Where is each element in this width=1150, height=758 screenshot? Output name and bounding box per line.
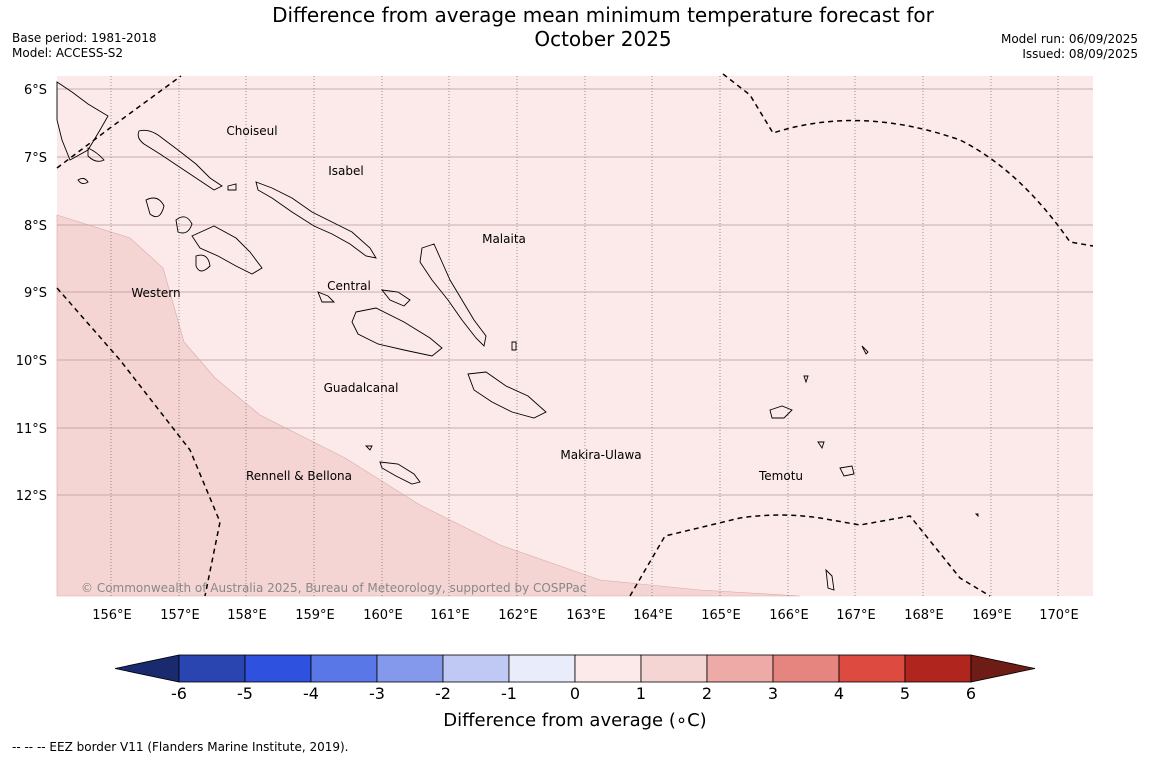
- colorbar-tick-label: 0: [569, 684, 581, 703]
- region-label-central: Central: [327, 279, 371, 293]
- region-label-rennell-bellona: Rennell & Bellona: [246, 469, 352, 483]
- lat-label-12s: 12°S: [16, 489, 47, 504]
- lon-label-163e: 163°E: [566, 608, 606, 623]
- colorbar-tick-label: -4: [303, 684, 319, 703]
- colorbar-segment: [706, 654, 774, 683]
- colorbar-tick-label: 4: [833, 684, 845, 703]
- lat-label-8s: 8°S: [24, 219, 47, 234]
- colorbar-tick-label: -3: [369, 684, 385, 703]
- colorbar-segment: [178, 654, 246, 683]
- region-label-makira-ulawa: Makira-Ulawa: [560, 448, 641, 462]
- lon-label-156e: 156°E: [92, 608, 132, 623]
- colorbar-tick-label: -6: [171, 684, 187, 703]
- lat-label-10s: 10°S: [16, 354, 47, 369]
- copyright-notice: © Commonwealth of Australia 2025, Bureau…: [81, 581, 586, 595]
- eez-border-note: -- -- -- EEZ border V11 (Flanders Marine…: [12, 740, 349, 754]
- colorbar-tick-label: -1: [501, 684, 517, 703]
- lon-label-165e: 165°E: [701, 608, 741, 623]
- model-info: Base period: 1981-2018 Model: ACCESS-S2: [12, 31, 157, 61]
- region-label-temotu: Temotu: [758, 469, 803, 483]
- anomaly-region-1-2: [56, 214, 801, 597]
- region-label-guadalcanal: Guadalcanal: [324, 381, 399, 395]
- lat-label-9s: 9°S: [24, 286, 47, 301]
- lon-label-170e: 170°E: [1039, 608, 1079, 623]
- colorbar-segment: [574, 654, 642, 683]
- lon-label-164e: 164°E: [633, 608, 673, 623]
- chart-title: Difference from average mean minimum tem…: [200, 3, 1006, 51]
- title-line-1: Difference from average mean minimum tem…: [272, 3, 934, 27]
- lon-label-162e: 162°E: [498, 608, 538, 623]
- colorbar-label: Difference from average (∘C): [443, 710, 707, 731]
- lat-label-7s: 7°S: [24, 151, 47, 166]
- colorbar-segment: [244, 654, 312, 683]
- colorbar-segment: [640, 654, 708, 683]
- colorbar-tick-label: 6: [965, 684, 977, 703]
- colorbar-tick-label: -2: [435, 684, 451, 703]
- title-line-2: October 2025: [534, 27, 672, 51]
- lon-label-159e: 159°E: [295, 608, 335, 623]
- region-label-isabel: Isabel: [328, 164, 363, 178]
- colorbar-tick-label: 3: [767, 684, 779, 703]
- region-label-western: Western: [131, 286, 180, 300]
- island-outlines: [56, 81, 979, 591]
- colorbar-extend-high: [970, 654, 1036, 683]
- colorbar-tick-label: 1: [635, 684, 647, 703]
- issued-date: Issued: 08/09/2025: [1022, 47, 1138, 61]
- colorbar-segment: [838, 654, 906, 683]
- lon-label-169e: 169°E: [972, 608, 1012, 623]
- lon-label-161e: 161°E: [430, 608, 470, 623]
- lon-label-168e: 168°E: [904, 608, 944, 623]
- eez-borders: [56, 73, 1094, 597]
- lat-label-6s: 6°S: [24, 83, 47, 98]
- latitude-gridlines: [57, 88, 1093, 496]
- colorbar-segment: [508, 654, 576, 683]
- colorbar: [114, 654, 1036, 683]
- base-period: Base period: 1981-2018: [12, 31, 157, 45]
- lon-label-157e: 157°E: [160, 608, 200, 623]
- run-info: Model run: 06/09/2025 Issued: 08/09/2025: [1001, 32, 1138, 62]
- region-label-choiseul: Choiseul: [226, 124, 277, 138]
- colorbar-extend-low: [114, 654, 180, 683]
- lon-label-160e: 160°E: [363, 608, 403, 623]
- colorbar-tick-label: -5: [237, 684, 253, 703]
- lon-label-158e: 158°E: [227, 608, 267, 623]
- model-name: Model: ACCESS-S2: [12, 46, 124, 60]
- lon-label-166e: 166°E: [769, 608, 809, 623]
- lon-label-167e: 167°E: [836, 608, 876, 623]
- colorbar-segment: [772, 654, 840, 683]
- colorbar-segment: [904, 654, 972, 683]
- colorbar-segment: [376, 654, 444, 683]
- lat-label-11s: 11°S: [16, 422, 47, 437]
- region-label-malaita: Malaita: [482, 232, 526, 246]
- colorbar-tick-label: 2: [701, 684, 713, 703]
- colorbar-segment: [310, 654, 378, 683]
- model-run: Model run: 06/09/2025: [1000, 32, 1138, 46]
- colorbar-segment: [442, 654, 510, 683]
- colorbar-tick-label: 5: [899, 684, 911, 703]
